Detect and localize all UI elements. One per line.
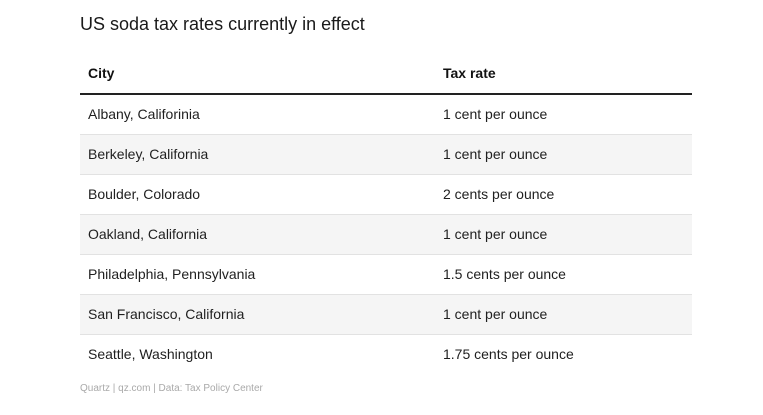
cell-city: Boulder, Colorado [88, 186, 201, 202]
table-row: Boulder, Colorado 2 cents per ounce [80, 175, 692, 215]
cell-tax-rate: 2 cents per ounce [443, 186, 555, 202]
cell-city: Berkeley, California [88, 146, 209, 162]
cell-tax-rate: 1.75 cents per ounce [443, 346, 574, 362]
table-row: San Francisco, California 1 cent per oun… [80, 295, 692, 335]
table-row: Seattle, Washington 1.75 cents per ounce [80, 335, 692, 374]
table-row: Berkeley, California 1 cent per ounce [80, 135, 692, 175]
cell-tax-rate: 1 cent per ounce [443, 146, 548, 162]
table-header: City Tax rate [80, 52, 692, 95]
cell-city: Oakland, California [88, 226, 208, 242]
soda-tax-table: City Tax rate Albany, Califorinia 1 cent… [80, 52, 692, 374]
cell-tax-rate: 1 cent per ounce [443, 306, 548, 322]
cell-tax-rate: 1 cent per ounce [443, 106, 548, 122]
cell-city: Philadelphia, Pennsylvania [88, 266, 256, 282]
header-tax-rate: Tax rate [443, 65, 496, 81]
cell-city: Seattle, Washington [88, 346, 213, 362]
cell-tax-rate: 1 cent per ounce [443, 226, 548, 242]
table-row: Oakland, California 1 cent per ounce [80, 215, 692, 255]
cell-tax-rate: 1.5 cents per ounce [443, 266, 566, 282]
cell-city: Albany, Califorinia [88, 106, 200, 122]
source-credit: Quartz | qz.com | Data: Tax Policy Cente… [80, 383, 263, 394]
header-city: City [88, 65, 115, 81]
page-title: US soda tax rates currently in effect [80, 14, 365, 34]
cell-city: San Francisco, California [88, 306, 245, 322]
table-row: Philadelphia, Pennsylvania 1.5 cents per… [80, 255, 692, 295]
table-row: Albany, Califorinia 1 cent per ounce [80, 95, 692, 135]
